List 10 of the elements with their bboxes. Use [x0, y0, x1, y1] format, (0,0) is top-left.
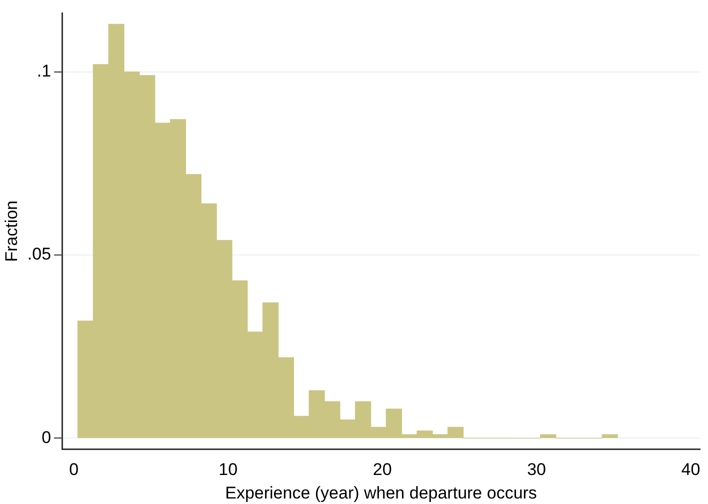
x-tick-label: 20 [372, 460, 392, 480]
y-tick-label: .05 [27, 244, 52, 264]
x-tick-label: 40 [681, 460, 700, 480]
y-axis-title: Fraction [2, 200, 21, 262]
x-tick-label: 30 [527, 460, 546, 480]
x-tick-label: 0 [69, 460, 79, 480]
x-axis-title: Experience (year) when departure occurs [225, 483, 537, 502]
y-tick-label: .1 [36, 62, 52, 81]
x-tick-label: 10 [218, 460, 238, 480]
y-tick-label: 0 [42, 428, 52, 447]
